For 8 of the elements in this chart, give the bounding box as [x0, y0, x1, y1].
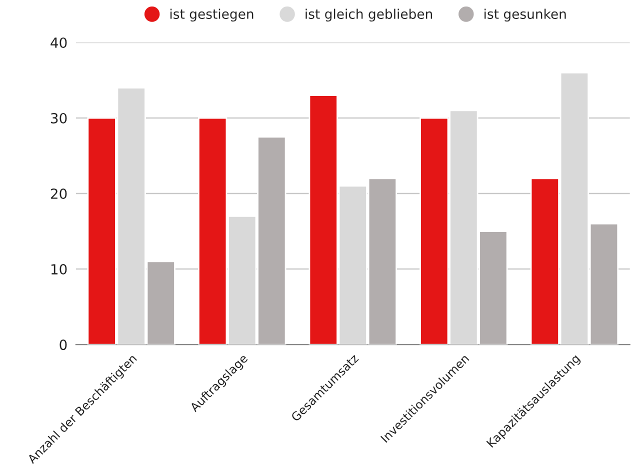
y-tick-label: 30 — [51, 112, 67, 124]
legend-label: ist gestiegen — [170, 8, 254, 22]
y-tick-label: 0 — [60, 340, 67, 350]
legend-label: ist gleich geblieben — [306, 8, 432, 22]
y-tick-label: 40 — [50, 37, 67, 48]
y-tick-label: 10 — [51, 264, 67, 275]
y-tick-label: 20 — [50, 188, 67, 199]
legend-label: ist gesunken — [484, 8, 566, 22]
